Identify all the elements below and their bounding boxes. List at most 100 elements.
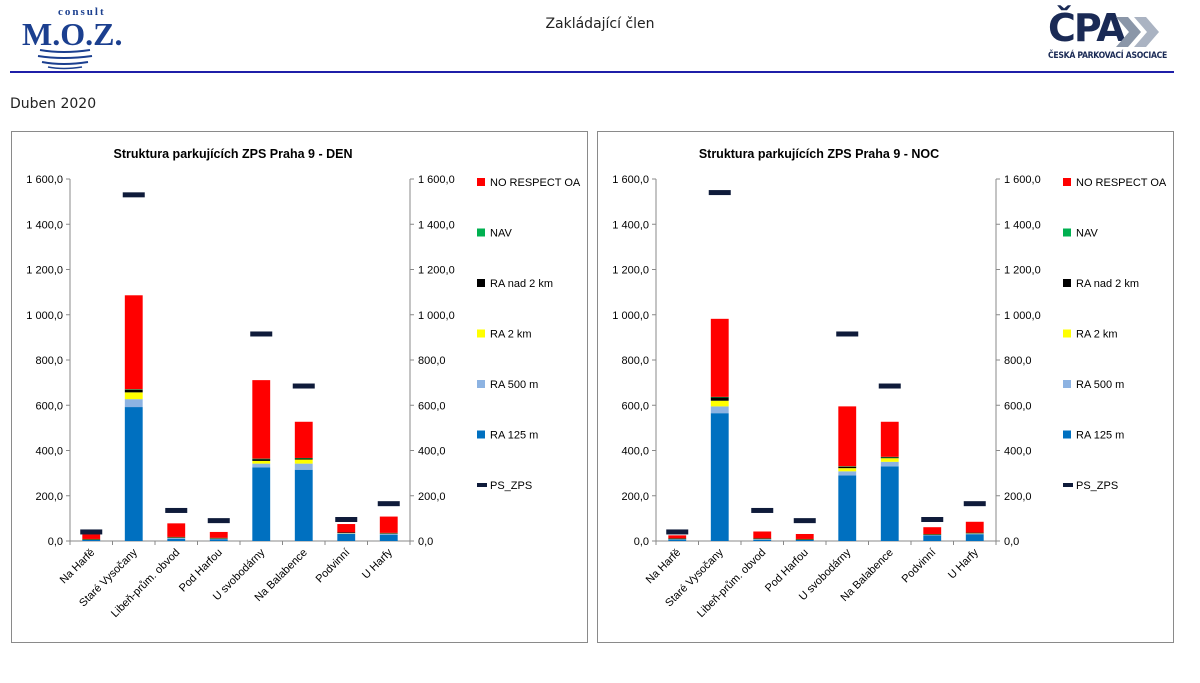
bar-segment <box>753 538 772 539</box>
y-tick-label-right: 400,0 <box>418 446 446 458</box>
ps-zps-marker <box>963 501 986 507</box>
y-tick-label-left: 0,0 <box>634 536 649 548</box>
x-tick-label: U Harfy <box>360 546 395 581</box>
y-tick-label-left: 200,0 <box>621 491 649 503</box>
logo-wave-graphic <box>37 49 93 70</box>
legend-label: RA nad 2 km <box>490 278 553 290</box>
bar-segment <box>294 469 313 541</box>
y-tick-label-left: 1 000,0 <box>26 310 63 322</box>
bar-segment <box>252 463 271 468</box>
bar-segment <box>82 539 101 541</box>
bar-segment <box>838 468 857 472</box>
ps-zps-marker <box>165 507 188 513</box>
y-tick-label-right: 1 200,0 <box>1004 265 1041 277</box>
bar-segment <box>124 399 143 408</box>
legend-label: RA 500 m <box>490 379 538 391</box>
y-tick-label-left: 1 400,0 <box>612 219 649 231</box>
chart-panel-day: Struktura parkujících ZPS Praha 9 - DEN 0… <box>11 131 588 643</box>
bar-segment <box>923 535 942 541</box>
legend-label: NAV <box>490 228 512 240</box>
bar-segment <box>880 421 899 457</box>
bar-segment <box>710 318 729 397</box>
bar-segment <box>294 458 313 460</box>
legend-swatch <box>477 329 485 338</box>
bar-segment <box>668 539 687 541</box>
y-tick-label-left: 1 600,0 <box>26 174 63 186</box>
ps-zps-marker <box>878 383 901 389</box>
ps-zps-marker <box>122 192 145 198</box>
bar-segment <box>880 466 899 541</box>
x-tick-label: U Harfy <box>946 546 981 581</box>
bar-segment <box>710 396 729 398</box>
y-tick-label-right: 1 600,0 <box>418 174 455 186</box>
bar-segment <box>124 295 143 390</box>
y-tick-label-right: 600,0 <box>1004 400 1032 412</box>
legend-label: PS_ZPS <box>490 480 532 492</box>
bar-segment <box>923 534 942 536</box>
x-tick-label: Podvinní <box>314 547 353 586</box>
chart-day-svg: Struktura parkujících ZPS Praha 9 - DEN 0… <box>26 147 581 620</box>
bar-segment <box>838 406 857 467</box>
ps-zps-marker <box>751 507 774 513</box>
legend-swatch <box>477 380 485 388</box>
bar-segment <box>294 457 313 459</box>
bar-segment <box>82 538 101 540</box>
y-tick-label-left: 800,0 <box>35 355 63 367</box>
cpa-logo-subtitle: ČESKÁ PARKOVACÍ ASOCIACE <box>1048 51 1167 61</box>
bar-segment <box>965 521 984 533</box>
y-tick-label-right: 800,0 <box>1004 355 1032 367</box>
bar-segment <box>710 400 729 407</box>
bar-segment <box>337 533 356 534</box>
legend-label: RA 125 m <box>490 430 538 442</box>
bar-segment <box>923 533 942 535</box>
y-tick-label-left: 400,0 <box>35 446 63 458</box>
bar-segment <box>880 457 899 459</box>
bar-segment <box>209 531 228 538</box>
bar-segment <box>337 532 356 534</box>
legend-label: RA 2 km <box>490 329 532 341</box>
legend-label: RA 500 m <box>1076 379 1124 391</box>
y-tick-label-right: 0,0 <box>418 536 433 548</box>
bar-segment <box>209 539 228 541</box>
bar-segment <box>252 380 271 459</box>
y-tick-label-right: 1 600,0 <box>1004 174 1041 186</box>
bar-segment <box>379 533 398 535</box>
bar-segment <box>124 407 143 541</box>
legend-label: NO RESPECT OA <box>490 177 581 189</box>
legend-swatch <box>477 279 485 287</box>
y-tick-label-left: 1 200,0 <box>612 265 649 277</box>
ps-zps-marker <box>921 517 944 523</box>
y-tick-label-left: 600,0 <box>35 400 63 412</box>
bar-segment <box>753 531 772 539</box>
legend-swatch <box>477 178 485 186</box>
legend-marker-ps-zps <box>477 483 487 487</box>
bar-segment <box>795 539 814 541</box>
legend-label: NAV <box>1076 228 1098 240</box>
bar-segment <box>880 461 899 467</box>
legend-swatch <box>1063 279 1071 287</box>
bar-segment <box>965 532 984 534</box>
bar-segment <box>252 459 271 461</box>
y-tick-label-left: 600,0 <box>621 400 649 412</box>
bar-segment <box>379 516 398 533</box>
y-tick-label-right: 1 000,0 <box>418 310 455 322</box>
y-tick-label-right: 600,0 <box>418 400 446 412</box>
y-tick-label-left: 1 600,0 <box>612 174 649 186</box>
bar-segment <box>838 475 857 541</box>
bar-segment <box>124 389 143 390</box>
legend-swatch <box>477 228 485 237</box>
bar-segment <box>252 460 271 464</box>
bar-segment <box>337 533 356 541</box>
chart-panel-night: Struktura parkujících ZPS Praha 9 - NOC 0… <box>597 131 1174 643</box>
y-tick-label-right: 200,0 <box>418 491 446 503</box>
y-tick-label-right: 0,0 <box>1004 536 1019 548</box>
ps-zps-marker <box>708 190 731 196</box>
ps-zps-marker <box>836 331 859 337</box>
legend-label: RA nad 2 km <box>1076 278 1139 290</box>
legend-swatch <box>1063 430 1071 439</box>
bar-segment <box>167 538 186 541</box>
chart-title: Struktura parkujících ZPS Praha 9 - DEN <box>114 147 353 161</box>
logo-consult-text: consult <box>58 6 106 18</box>
y-tick-label-right: 1 200,0 <box>418 265 455 277</box>
y-tick-label-right: 1 400,0 <box>418 219 455 231</box>
